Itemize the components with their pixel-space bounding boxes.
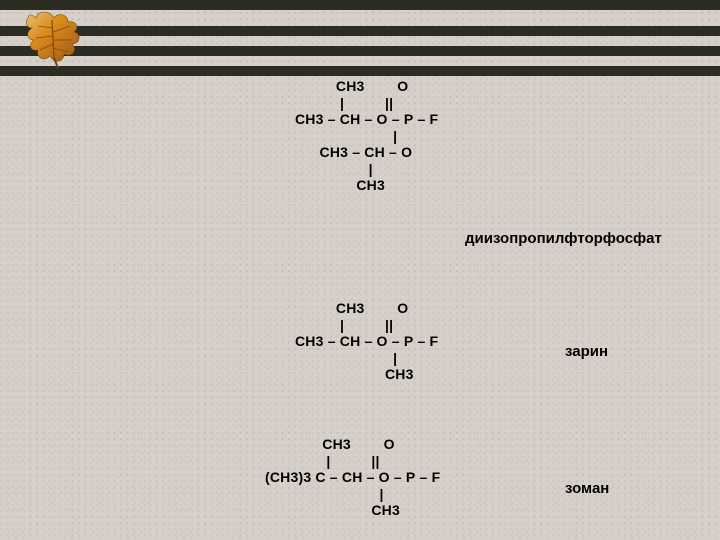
content-area: СН3 О | || СН3 – СН – О – Р – F | СН3 – … <box>0 78 720 540</box>
caption-sarin: зарин <box>565 343 608 360</box>
stripe-1 <box>0 0 720 10</box>
formula-block-dfp: СН3 О | || СН3 – СН – О – Р – F | СН3 – … <box>295 78 438 194</box>
formula-text: СН3 О | || СН3 – СН – О – Р – F | СН3 – … <box>295 78 438 194</box>
caption-dfp: диизопропилфторфосфат <box>465 230 662 247</box>
formula-text: СН3 О | || СН3 – СН – О – Р – F | СН3 <box>295 300 438 383</box>
formula-text: СН3 О | || (СН3)3 С – СН – О – Р – F | С… <box>265 436 440 519</box>
stripe-4 <box>0 66 720 76</box>
formula-block-sarin: СН3 О | || СН3 – СН – О – Р – F | СН3 <box>295 300 438 383</box>
caption-soman: зоман <box>565 480 609 497</box>
stripe-2 <box>0 26 720 36</box>
formula-block-soman: СН3 О | || (СН3)3 С – СН – О – Р – F | С… <box>265 436 440 519</box>
oak-leaf-icon <box>18 10 88 70</box>
slide: СН3 О | || СН3 – СН – О – Р – F | СН3 – … <box>0 0 720 540</box>
stripe-3 <box>0 46 720 56</box>
